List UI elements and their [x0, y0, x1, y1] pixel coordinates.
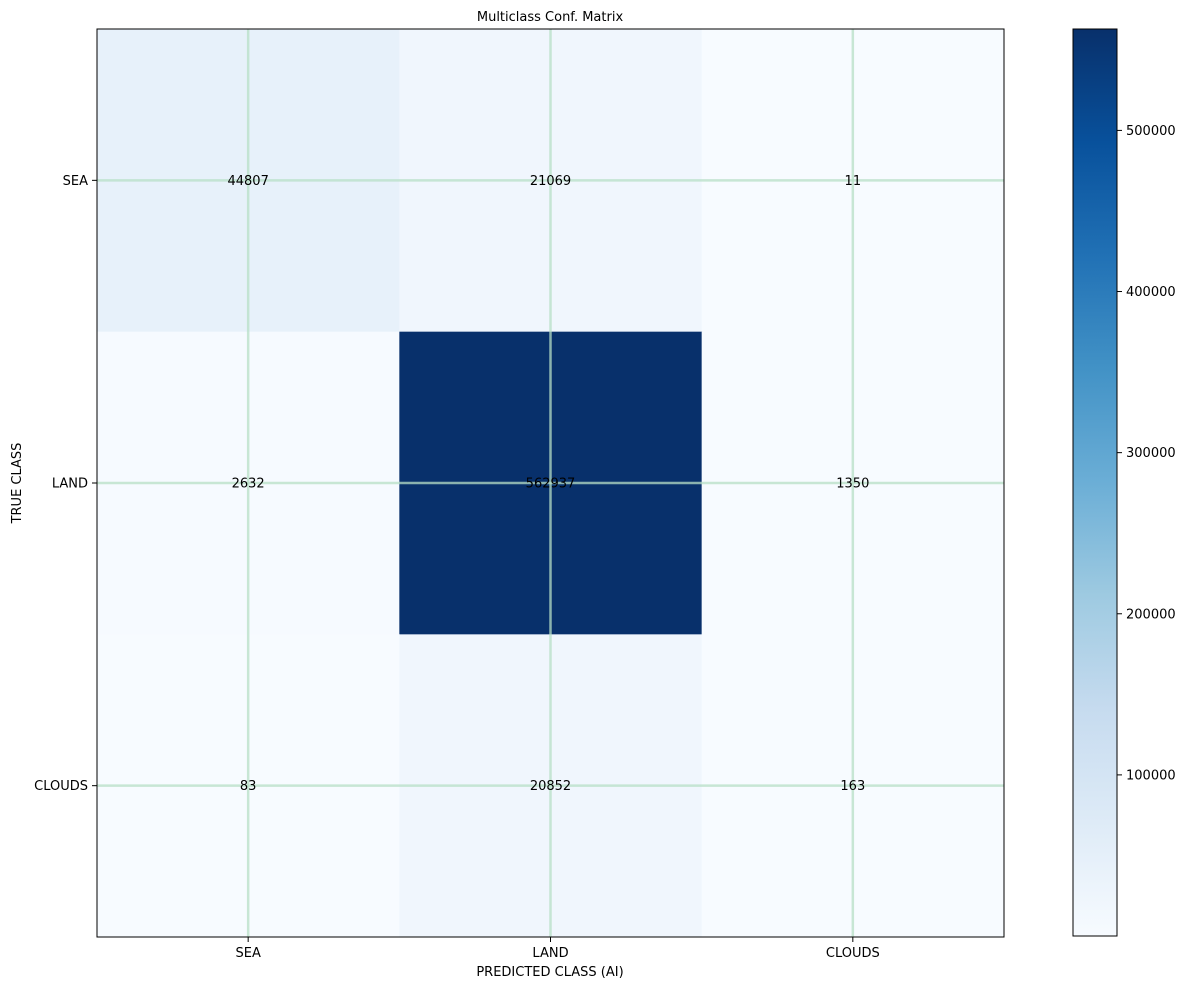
cell-value-label: 20852	[530, 779, 571, 794]
y-tick-label: SEA	[63, 174, 88, 189]
colorbar-tick-label: 300000	[1126, 446, 1176, 461]
colorbar-tick-label: 500000	[1126, 124, 1176, 139]
x-axis-label: PREDICTED CLASS (AI)	[476, 965, 623, 980]
cell-value-label: 1350	[836, 477, 869, 492]
colorbar-ticks: 100000 200000 300000 400000 500000	[1117, 124, 1176, 783]
cell-value-label: 83	[240, 779, 257, 794]
y-tick-label: CLOUDS	[34, 779, 88, 794]
y-tick-label: LAND	[52, 477, 88, 492]
cell-value-label: 21069	[530, 174, 571, 189]
x-axis-ticks: SEA LAND CLOUDS	[235, 937, 880, 961]
cell-value-label: 2632	[232, 477, 265, 492]
y-axis-label: TRUE CLASS	[10, 443, 25, 525]
cell-value-label: 562937	[526, 477, 576, 492]
grid-lines	[97, 29, 1004, 938]
cell-value-label: 163	[840, 779, 865, 794]
colorbar	[1072, 28, 1118, 937]
colorbar-tick-label: 200000	[1126, 607, 1176, 622]
cell-value-label: 44807	[227, 174, 268, 189]
chart-title: Multiclass Conf. Matrix	[477, 10, 624, 25]
x-tick-label: CLOUDS	[826, 946, 880, 961]
x-tick-label: LAND	[532, 946, 568, 961]
cell-value-labels: 44807 21069 11 2632 562937 1350 83 20852 163	[227, 174, 869, 794]
y-axis-ticks: SEA LAND CLOUDS	[34, 174, 97, 794]
colorbar-tick-label: 400000	[1126, 285, 1176, 300]
colorbar-tick-label: 100000	[1126, 768, 1176, 783]
x-tick-label: SEA	[235, 946, 260, 961]
cell-value-label: 11	[845, 174, 862, 189]
